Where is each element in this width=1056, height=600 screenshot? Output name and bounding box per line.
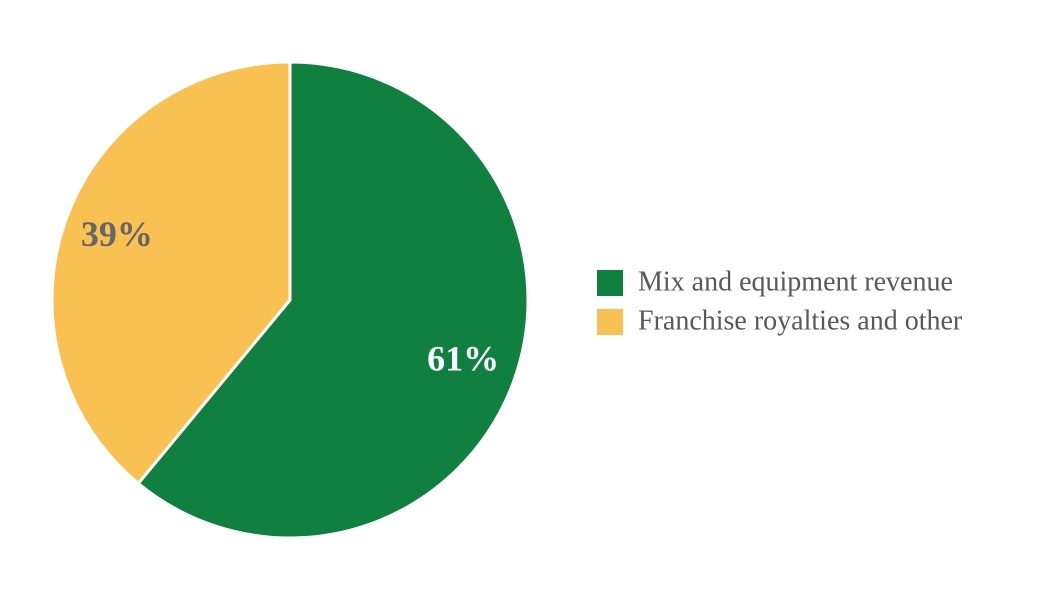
legend-swatch [597, 270, 623, 296]
pie-slice [50, 60, 292, 485]
value-label: 61% [427, 339, 499, 379]
legend-swatch [597, 309, 623, 335]
value-label: 39% [81, 214, 153, 254]
legend-label: Franchise royalties and other [638, 305, 963, 336]
pie-slice [136, 60, 530, 540]
legend-label: Mix and equipment revenue [638, 266, 953, 297]
